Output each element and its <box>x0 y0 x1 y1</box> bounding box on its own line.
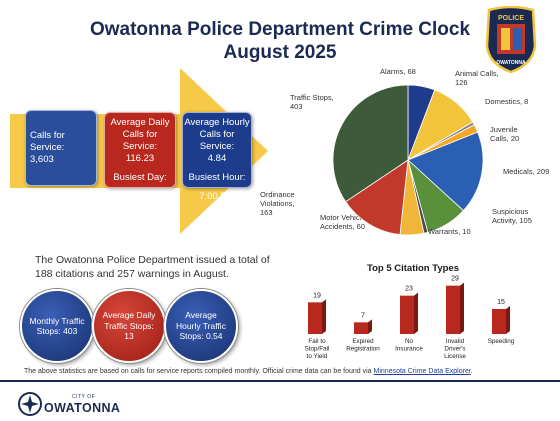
pie-slice-label: Ordinance Violations, 163 <box>260 190 295 217</box>
crime-data-explorer-link[interactable]: Minnesota Crime Data Explorer <box>373 368 471 375</box>
daily-calls-box: Average Daily Calls for Service: 116.23 … <box>104 112 176 202</box>
bar-value-label: 15 <box>497 299 505 306</box>
pie-slice-label: Alarms, 68 <box>380 67 416 76</box>
bar-category-label: Speeding <box>488 338 515 345</box>
bar <box>354 322 368 334</box>
logo-owatonna: OWATONNA <box>44 401 121 415</box>
pie-slice <box>332 84 409 203</box>
hourly-traffic-stops-label: Average Hourly Traffic Stops: 0.54 <box>176 310 226 342</box>
bar-side <box>322 299 326 334</box>
busiest-hour-value: 7:00 PM <box>199 191 235 202</box>
police-badge-icon: POLICE OWATONNA <box>485 6 537 74</box>
bar <box>308 302 322 334</box>
daily-traffic-stops-circle: Average Daily Traffic Stops: 13 <box>92 289 166 363</box>
hourly-calls-box: Average Hourly Calls for Service: 4.84 B… <box>182 112 252 202</box>
footer-divider <box>0 380 560 382</box>
bar-value-label: 7 <box>361 312 365 319</box>
busiest-day-label: Busiest Day: <box>113 172 167 183</box>
bar-value-label: 29 <box>451 276 459 283</box>
footnote-end: . <box>470 368 473 375</box>
busiest-day-value: Tuesday <box>121 191 159 202</box>
pie-slice-label: Traffic Stops, 403 <box>290 93 334 111</box>
bar <box>400 295 414 334</box>
monthly-traffic-stops-label: Monthly Traffic Stops: 403 <box>29 315 85 337</box>
title-line-2: August 2025 <box>223 42 337 63</box>
bar <box>492 309 506 334</box>
pie-slice-label: Motor Vehicle Accidents, 60 <box>320 213 365 231</box>
footnote-text: The above statistics are based on calls … <box>24 368 374 375</box>
logo-city-of: CITY OF <box>72 394 96 400</box>
pie-slice-label: Suspicious Activity, 105 <box>492 207 532 225</box>
pie-slice-label: Domestics, 8 <box>485 97 528 106</box>
bar-side <box>506 306 510 334</box>
calls-value: 3,603 <box>30 154 54 165</box>
bar-category-label: No Insurance <box>395 338 423 353</box>
busiest-hour-label: Busiest Hour: <box>188 172 246 183</box>
hourly-label: Average Hourly Calls for Service: <box>184 117 250 152</box>
bar-value-label: 19 <box>313 292 321 299</box>
bar <box>446 285 460 334</box>
bar-side <box>368 319 372 334</box>
bar-category-label: Expired Registration <box>346 338 380 353</box>
hourly-value: 4.84 <box>207 153 227 164</box>
hourly-traffic-stops-circle: Average Hourly Traffic Stops: 0.54 <box>164 289 238 363</box>
pie-slice <box>345 159 409 236</box>
pie-slice <box>407 131 484 212</box>
bar-value-label: 23 <box>405 286 413 293</box>
title-line-1: Owatonna Police Department Crime Clock <box>89 19 471 40</box>
calls-pie-chart: Alarms, 68 Animal Calls, 126 Domestics, 8 Ju… <box>260 67 549 236</box>
citation-summary: The Owatonna Police Department issued a … <box>35 254 270 280</box>
daily-value: 116.23 <box>125 153 155 164</box>
bar-category-label: Fail to Stop/Fail to Yield <box>305 338 330 360</box>
daily-label: Average Daily Calls for Service: <box>110 117 170 152</box>
pie-slice-label: Warrants, 10 <box>428 227 471 236</box>
bar-side <box>460 282 464 334</box>
page-title: Owatonna Police Department Crime Clock A… <box>70 18 490 64</box>
pie-slice-label: Medicals, 209 <box>503 167 549 176</box>
city-logo-icon <box>18 392 42 416</box>
pie-slice-label: Juvenile Calls, 20 <box>490 125 519 143</box>
badge-top-text: POLICE <box>498 15 524 22</box>
citation-chart-title: Top 5 Citation Types <box>366 263 459 274</box>
badge-bottom-text: OWATONNA <box>496 60 526 66</box>
monthly-traffic-stops-circle: Monthly Traffic Stops: 403 <box>20 289 94 363</box>
calls-label: Calls for Service: <box>30 130 65 153</box>
footnote: The above statistics are based on calls … <box>24 368 544 375</box>
citation-bar-chart: 19 Fail to Stop/Fail to Yield 7 Expired Regist… <box>305 276 515 360</box>
calls-for-service-box: Calls for Service: 3,603 <box>25 110 97 186</box>
daily-traffic-stops-label: Average Daily Traffic Stops: 13 <box>102 310 156 342</box>
bar-side <box>414 292 418 334</box>
bar-category-label: Invalid Driver's License <box>444 338 466 360</box>
pie-slice-label: Animal Calls, 126 <box>455 69 499 87</box>
